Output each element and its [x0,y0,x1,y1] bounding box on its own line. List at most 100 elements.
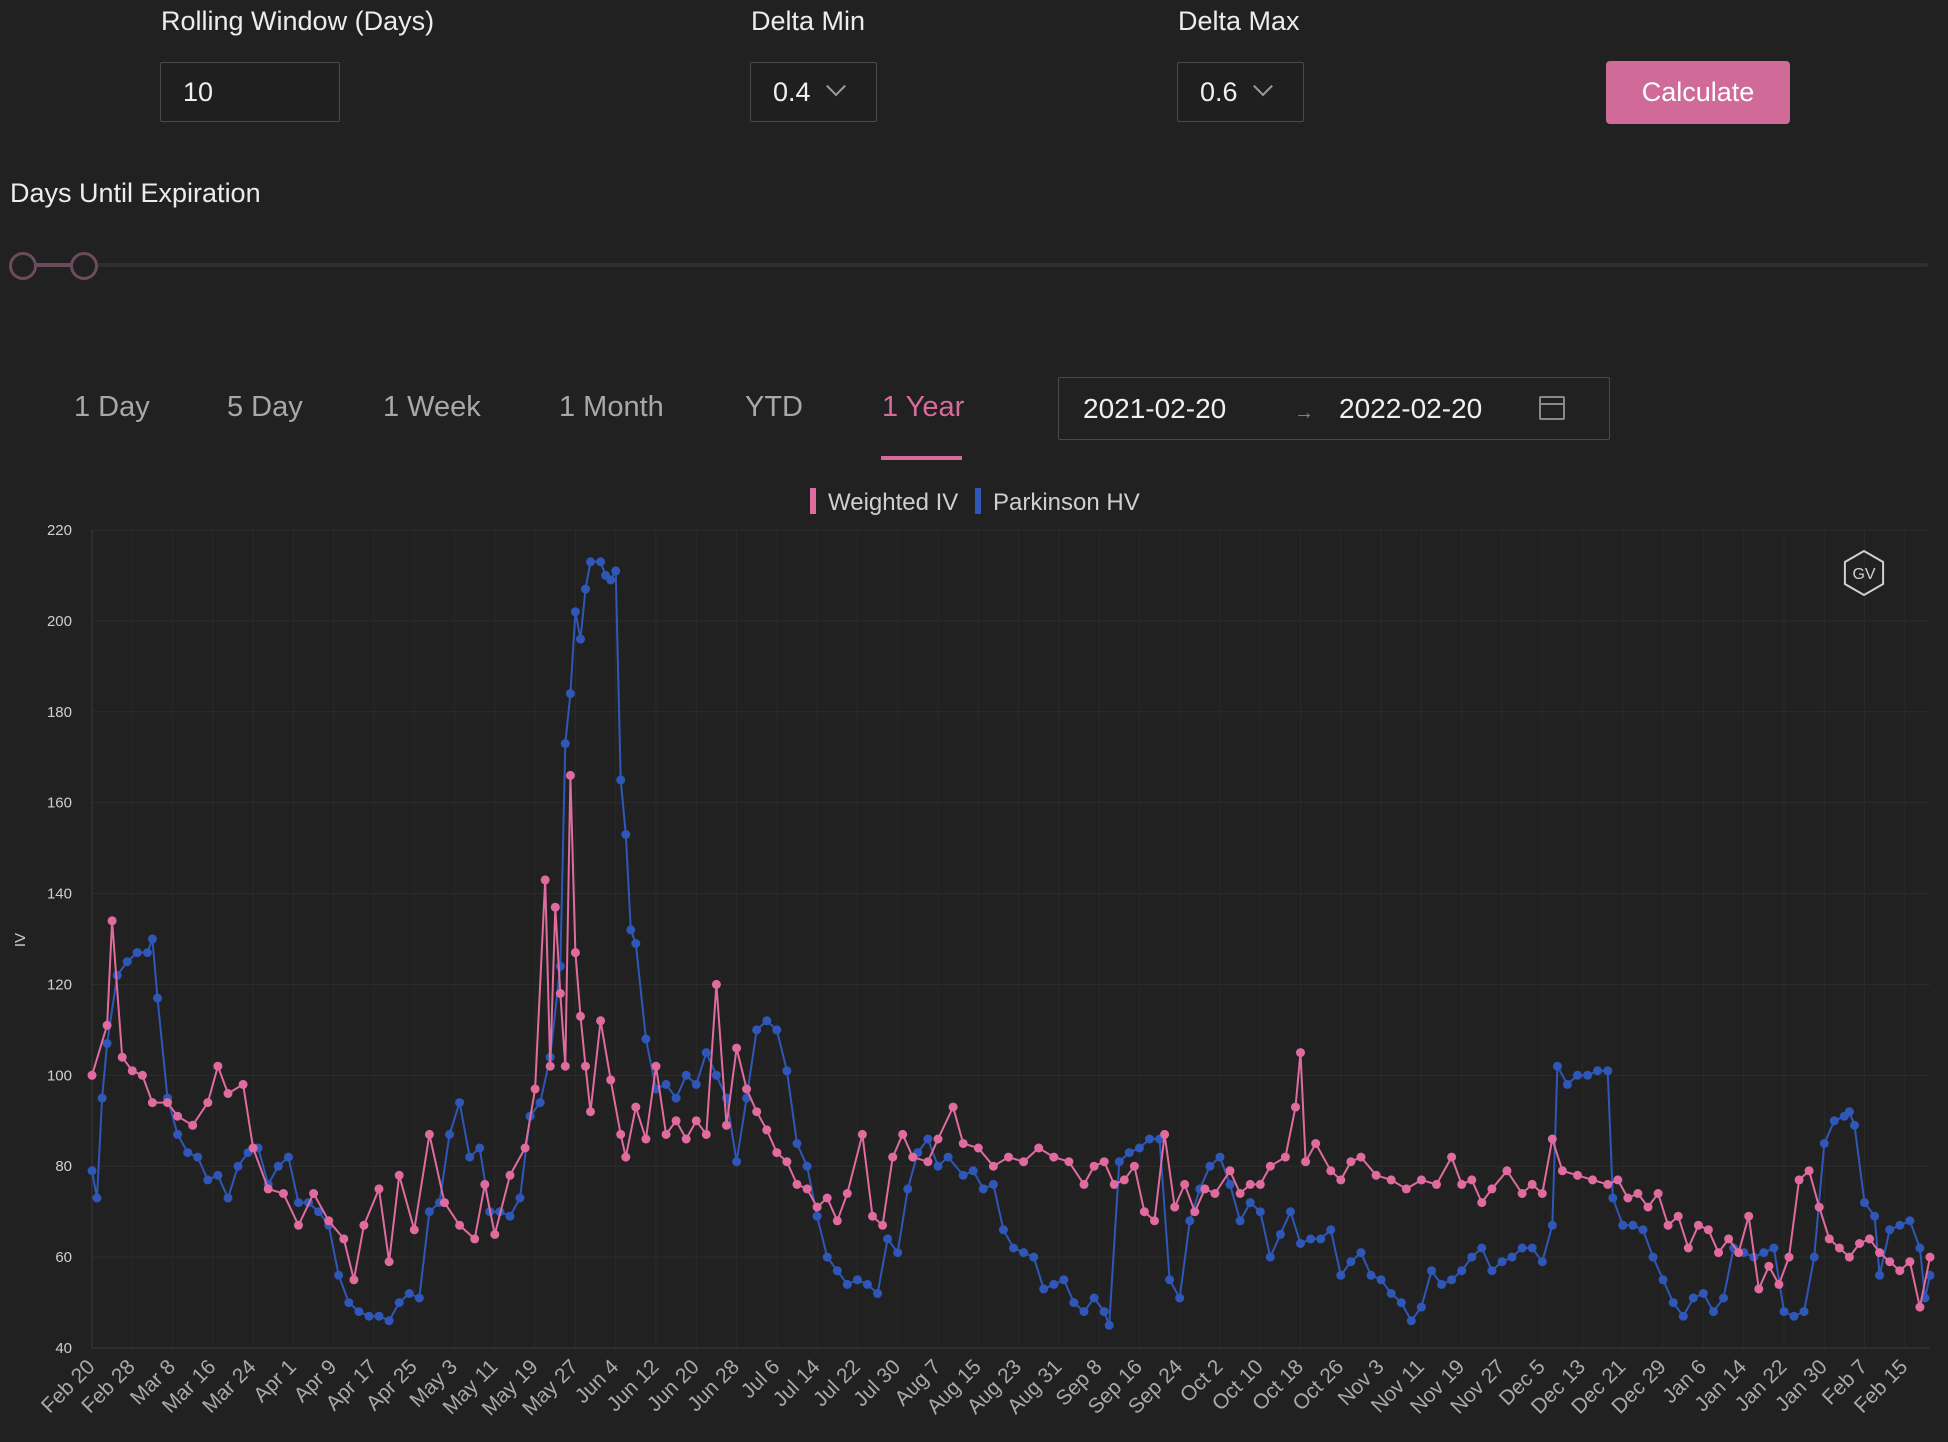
delta-min-select[interactable]: 0.4 [750,62,877,122]
data-point-weighted-iv [1824,1234,1834,1244]
data-point-weighted-iv [868,1211,877,1221]
y-tick-label: 160 [47,795,72,812]
data-point-weighted-iv [1180,1179,1190,1189]
data-point-parkinson-hv [1915,1243,1925,1253]
tab-1-year[interactable]: 1 Year [882,391,965,423]
data-point-weighted-iv [842,1189,852,1198]
data-point-weighted-iv [1225,1166,1235,1176]
data-point-parkinson-hv [1124,1148,1134,1158]
data-point-parkinson-hv [1583,1070,1593,1080]
series-line-parkinson-hv [91,560,1931,1326]
data-point-weighted-iv [1895,1266,1905,1276]
end-date[interactable]: 2022-02-20 [1339,393,1483,424]
expiration-slider-max-handle[interactable] [70,252,98,280]
data-point-weighted-iv [576,1011,585,1021]
data-point-parkinson-hv [515,1193,525,1203]
data-point-parkinson-hv [933,1161,943,1171]
data-point-parkinson-hv [1819,1139,1829,1148]
data-point-parkinson-hv [475,1143,485,1153]
data-point-parkinson-hv [1336,1270,1346,1280]
data-point-parkinson-hv [832,1266,842,1276]
chart-legend[interactable]: Weighted IV Parkinson HV [810,488,1140,516]
data-point-parkinson-hv [1799,1307,1809,1317]
data-point-weighted-iv [127,1066,137,1076]
data-point-parkinson-hv [1019,1248,1029,1258]
data-point-parkinson-hv [203,1175,213,1185]
data-point-weighted-iv [1245,1179,1255,1189]
data-point-parkinson-hv [1134,1143,1144,1153]
data-point-weighted-iv [1371,1170,1381,1180]
data-point-parkinson-hv [1678,1311,1688,1321]
data-point-parkinson-hv [147,934,157,944]
data-point-weighted-iv [117,1052,127,1062]
expiration-slider-range [22,263,82,267]
data-point-weighted-iv [349,1275,359,1285]
data-point-parkinson-hv [384,1316,394,1326]
data-point-parkinson-hv [883,1234,893,1244]
tab-ytd[interactable]: YTD [745,391,803,423]
data-point-parkinson-hv [1326,1225,1336,1235]
data-point-parkinson-hv [1416,1302,1426,1312]
y-tick-label: 120 [47,976,72,993]
expiration-slider-min-handle[interactable] [9,252,37,280]
data-point-weighted-iv [1784,1252,1794,1262]
data-point-weighted-iv [102,1020,112,1030]
data-point-weighted-iv [1875,1248,1885,1258]
data-point-weighted-iv [1885,1257,1895,1267]
data-point-parkinson-hv [1245,1198,1255,1208]
tab-5-day[interactable]: 5 Day [227,391,303,423]
data-point-weighted-iv [1064,1157,1074,1167]
data-point-weighted-iv [1754,1284,1764,1294]
data-point-parkinson-hv [314,1207,324,1217]
tab-1-month[interactable]: 1 Month [559,391,664,423]
date-range-picker[interactable]: 2021-02-20 → 2022-02-20 [1058,377,1610,440]
data-point-weighted-iv [1844,1252,1854,1262]
data-point-parkinson-hv [414,1293,424,1303]
delta-max-select[interactable]: 0.6 [1177,62,1304,122]
legend-swatch[interactable] [810,488,816,514]
data-point-weighted-iv [1643,1202,1653,1212]
data-point-parkinson-hv [334,1270,344,1280]
data-point-weighted-iv [1734,1248,1744,1258]
legend-label[interactable]: Weighted IV [828,489,958,516]
date-separator-arrow: → [1294,402,1314,424]
data-point-parkinson-hv [1844,1107,1854,1117]
data-point-parkinson-hv [1688,1293,1698,1303]
data-point-weighted-iv [1401,1184,1411,1194]
data-point-weighted-iv [1210,1189,1220,1198]
legend-label[interactable]: Parkinson HV [993,489,1140,516]
data-point-parkinson-hv [1895,1220,1905,1230]
data-point-weighted-iv [812,1202,822,1212]
calendar-icon[interactable] [1539,396,1565,420]
data-point-parkinson-hv [1648,1252,1658,1262]
data-point-parkinson-hv [1099,1307,1109,1317]
tab-1-week[interactable]: 1 Week [383,391,481,423]
data-point-parkinson-hv [455,1098,465,1108]
data-point-weighted-iv [1416,1175,1426,1185]
data-point-weighted-iv [1235,1189,1245,1198]
data-point-parkinson-hv [842,1279,852,1289]
data-point-parkinson-hv [1850,1120,1859,1130]
data-point-weighted-iv [1109,1179,1119,1189]
data-point-parkinson-hv [1497,1257,1507,1267]
data-point-parkinson-hv [132,948,142,958]
data-point-parkinson-hv [1517,1243,1527,1253]
start-date[interactable]: 2021-02-20 [1083,393,1227,424]
data-point-parkinson-hv [1603,1066,1613,1076]
calculate-button[interactable]: Calculate [1606,61,1790,124]
data-point-weighted-iv [923,1157,933,1167]
data-point-parkinson-hv [445,1129,454,1139]
data-point-weighted-iv [1467,1175,1477,1185]
data-point-weighted-iv [560,1061,570,1071]
data-point-parkinson-hv [792,1139,802,1148]
data-point-parkinson-hv [943,1152,953,1162]
tab-1-day[interactable]: 1 Day [74,391,150,423]
rolling-window-input[interactable]: 10 [160,62,340,122]
data-point-parkinson-hv [1809,1252,1819,1262]
data-point-weighted-iv [822,1193,832,1203]
expiration-slider-track[interactable] [10,263,1928,267]
chevron-down-icon [1252,76,1273,97]
data-point-parkinson-hv [732,1157,742,1167]
legend-swatch[interactable] [975,488,981,514]
data-point-weighted-iv [641,1134,651,1144]
